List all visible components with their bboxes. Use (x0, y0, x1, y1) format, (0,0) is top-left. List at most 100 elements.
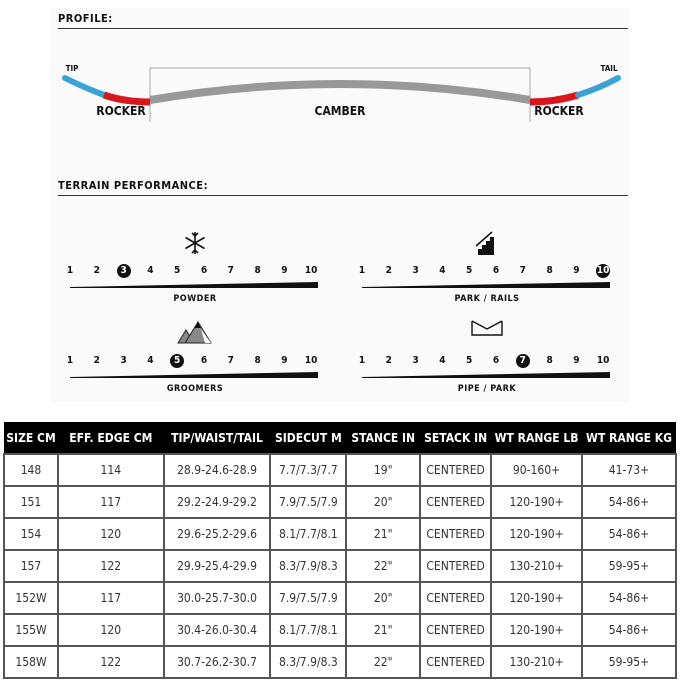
rating-tick: 1 (66, 355, 74, 366)
table-row: 148 114 28.9-24.6-28.9 7.7/7.3/7.7 19" CENTER… (3, 453, 677, 487)
table-cell: 130-210+ (490, 549, 584, 583)
table-cell: CENTERED (419, 453, 493, 487)
rating-tick: 1 (358, 355, 366, 366)
table-cell: 7.7/7.3/7.7 (269, 453, 348, 487)
tail-section (575, 75, 621, 98)
table-cell: 41-73+ (581, 453, 677, 487)
mountains-icon (70, 320, 320, 348)
profile-heading: PROFILE: (58, 12, 113, 25)
rating-tick: 4 (147, 355, 154, 366)
table-cell: 54-86+ (581, 581, 677, 615)
rating-tick: 8 (546, 355, 553, 366)
rating-tick: 4 (439, 265, 446, 276)
rating-tick: 3 (412, 265, 419, 276)
rating-tick: 9 (573, 265, 580, 276)
rating-bar (362, 372, 610, 378)
table-cell: 120 (56, 613, 165, 647)
table-cell: CENTERED (419, 517, 493, 551)
rating-tick: 2 (93, 355, 100, 366)
rocker-right-label: ROCKER (534, 104, 584, 118)
table-cell: 54-86+ (581, 613, 677, 647)
rating-tick: 5 (466, 355, 473, 366)
table-cell: 29.9-25.4-29.9 (162, 549, 272, 583)
table-cell: CENTERED (419, 549, 493, 583)
rating-selected: 5 (170, 354, 185, 368)
rating-groomers: 1 2 3 4 5 6 7 8 9 10 GROOMERS (67, 321, 320, 394)
table-cell: 120-190+ (490, 517, 584, 551)
divider (58, 28, 628, 29)
camber-bracket (149, 67, 531, 122)
table-cell: 20" (345, 485, 422, 519)
rating-park-rails: 1 2 3 4 5 6 7 8 9 10 PARK / RAILS (359, 231, 612, 304)
table-cell: CENTERED (419, 613, 493, 647)
rating-tick: 2 (385, 265, 392, 276)
column-header: EFF. EDGE CM (57, 422, 164, 454)
table-cell: 120-190+ (490, 485, 584, 519)
rating-powder: 1 2 3 4 5 6 7 8 9 10 POWDER (67, 232, 320, 304)
table-cell: 158W (3, 645, 59, 679)
rating-tick: 10 (596, 355, 610, 366)
table-cell: 30.4-26.0-30.4 (162, 613, 272, 647)
rating-label: PIPE / PARK (457, 384, 517, 394)
table-cell: 19" (345, 453, 422, 487)
stair-rail-icon (362, 230, 612, 260)
rating-tick: 10 (304, 265, 318, 276)
rocker-left (102, 91, 151, 106)
table-cell: 22" (345, 549, 422, 583)
rocker-right (529, 91, 580, 106)
table-cell: 117 (56, 581, 165, 615)
rating-bar (362, 282, 610, 288)
table-cell: 148 (3, 453, 59, 487)
specs-panel (50, 8, 630, 402)
tip-section (62, 75, 107, 98)
table-cell: 21" (345, 517, 422, 551)
table-cell: CENTERED (419, 485, 493, 519)
rating-tick: 3 (120, 355, 127, 366)
table-cell: 151 (3, 485, 59, 519)
table-row: 152W 117 30.0-25.7-30.0 7.9/7.5/7.9 20" CENTE… (3, 581, 677, 615)
table-cell: 7.9/7.5/7.9 (269, 581, 348, 615)
rating-tick: 3 (412, 355, 419, 366)
rating-tick: 5 (466, 265, 473, 276)
table-cell: CENTERED (419, 645, 493, 679)
rating-tick: 8 (254, 265, 261, 276)
column-header: SIDECUT M (270, 422, 347, 454)
rating-tick: 5 (174, 265, 181, 276)
table-cell: 120-190+ (490, 613, 584, 647)
table-row: 151 117 29.2-24.9-29.2 7.9/7.5/7.9 20" CENTER… (3, 485, 677, 519)
rating-selected: 10 (596, 264, 611, 278)
size-chart-table: SIZE CM EFF. EDGE CM TIP/WAIST/TAIL SIDECUT… (3, 422, 677, 679)
table-cell: 59-95+ (581, 549, 677, 583)
rating-tick: 7 (519, 265, 526, 276)
rating-label: PARK / RAILS (454, 294, 520, 304)
snowflake-icon (70, 230, 320, 260)
table-cell: 54-86+ (581, 517, 677, 551)
table-cell: 122 (56, 549, 165, 583)
table-cell: 7.9/7.5/7.9 (269, 485, 348, 519)
table-cell: 22" (345, 645, 422, 679)
table-cell: 28.9-24.6-28.9 (162, 453, 272, 487)
camber-section (149, 80, 531, 104)
profile-diagram (62, 67, 621, 122)
column-header: WT RANGE LB (491, 422, 583, 454)
rating-tick: 6 (200, 265, 208, 276)
table-row: 154 120 29.6-25.2-29.6 8.1/7.7/8.1 21" CENTER… (3, 517, 677, 551)
divider (58, 195, 628, 196)
table-cell: 29.6-25.2-29.6 (162, 517, 272, 551)
rating-bar (70, 372, 318, 378)
table-cell: 59-95+ (581, 645, 677, 679)
table-cell: 120-190+ (490, 581, 584, 615)
table-cell: 30.0-25.7-30.0 (162, 581, 272, 615)
rocker-left-label: ROCKER (96, 104, 146, 118)
table-cell: 29.2-24.9-29.2 (162, 485, 272, 519)
rating-tick: 9 (573, 355, 580, 366)
table-cell: 8.1/7.7/8.1 (269, 517, 348, 551)
table-cell: 21" (345, 613, 422, 647)
table-cell: 152W (3, 581, 59, 615)
rating-tick: 4 (147, 265, 154, 276)
halfpipe-icon (362, 320, 612, 340)
rating-tick: 1 (358, 265, 366, 276)
camber-label: CAMBER (314, 104, 366, 118)
table-cell: 8.3/7.9/8.3 (269, 549, 348, 583)
column-header: SETACK IN (420, 422, 492, 454)
